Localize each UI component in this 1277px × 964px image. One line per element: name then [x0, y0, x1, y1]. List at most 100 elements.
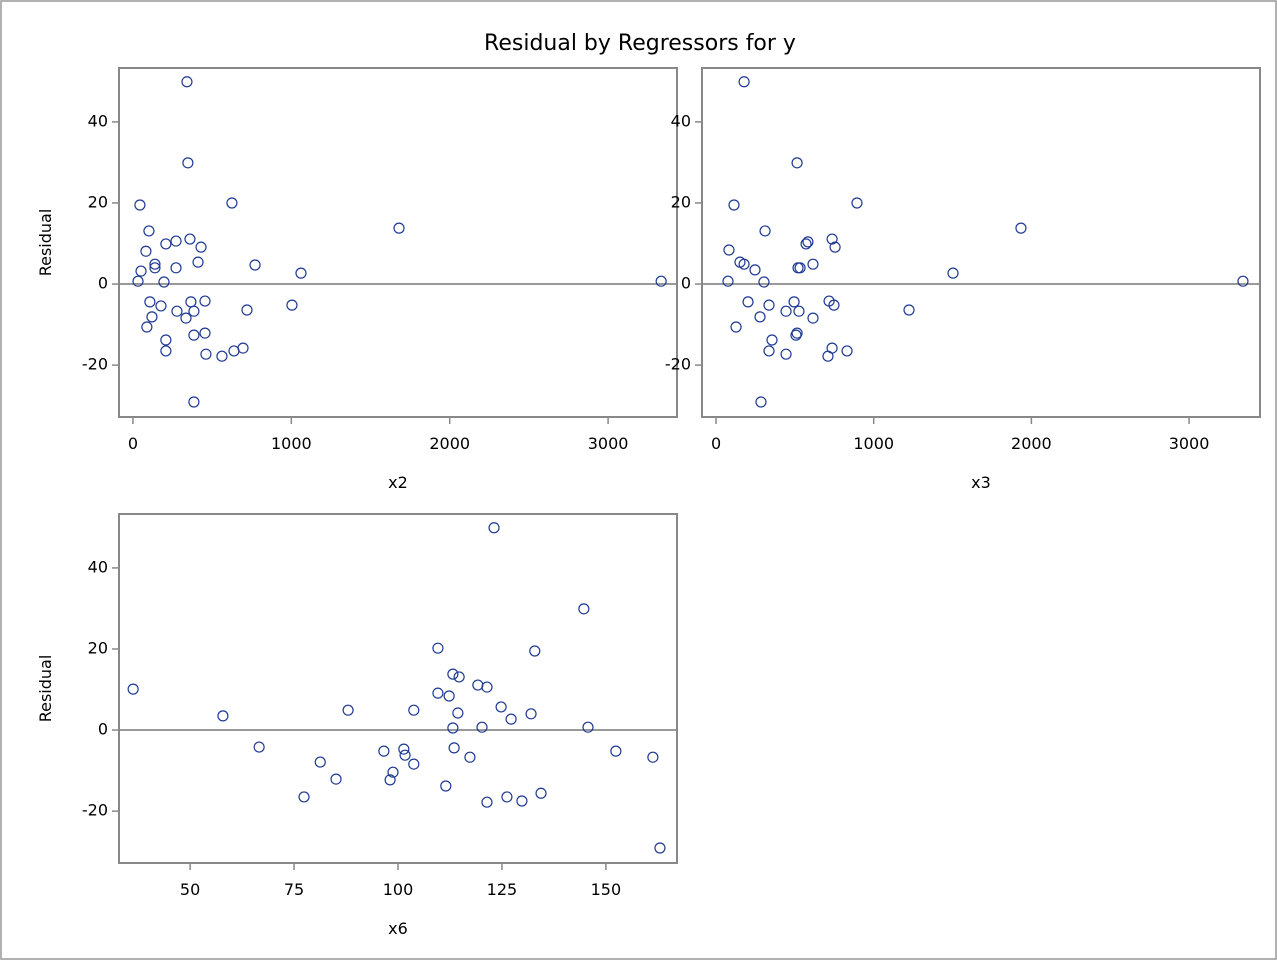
point — [188, 396, 200, 408]
point — [399, 749, 411, 761]
point — [476, 721, 488, 733]
point — [464, 751, 476, 763]
point — [144, 296, 156, 308]
x-tick-label: 75 — [284, 880, 304, 899]
point — [791, 327, 803, 339]
point — [448, 742, 460, 754]
x-tick-label: 1000 — [271, 434, 312, 453]
point — [408, 704, 420, 716]
point — [195, 241, 207, 253]
point — [286, 299, 298, 311]
point — [790, 329, 802, 341]
x-tick-label: 2000 — [429, 434, 470, 453]
point — [826, 233, 838, 245]
point — [217, 710, 229, 722]
point — [127, 683, 139, 695]
point — [829, 241, 841, 253]
point — [481, 796, 493, 808]
y-axis-label: Residual — [36, 209, 55, 277]
point — [378, 745, 390, 757]
point — [655, 275, 667, 287]
point — [237, 342, 249, 354]
point — [149, 258, 161, 270]
y-tick-label: 20 — [88, 192, 108, 211]
x-axis-label: x2 — [388, 473, 408, 492]
point — [763, 299, 775, 311]
point — [188, 305, 200, 317]
x-tick-label: 3000 — [588, 434, 629, 453]
point — [516, 795, 528, 807]
y-axis-label: Residual — [36, 655, 55, 723]
y-tick-label: 20 — [88, 638, 108, 657]
y-tick-label: 0 — [98, 274, 108, 293]
point — [1015, 222, 1027, 234]
point — [160, 334, 172, 346]
point — [170, 262, 182, 274]
point — [495, 701, 507, 713]
point — [452, 707, 464, 719]
x-axis-label: x6 — [388, 919, 408, 938]
point — [180, 312, 192, 324]
point — [143, 225, 155, 237]
figure-title: Residual by Regressors for y — [484, 31, 796, 56]
point — [807, 312, 819, 324]
point — [432, 642, 444, 654]
point — [160, 345, 172, 357]
point — [851, 197, 863, 209]
point — [447, 722, 459, 734]
point — [841, 345, 853, 357]
point — [763, 345, 775, 357]
point — [253, 741, 265, 753]
point — [158, 276, 170, 288]
point — [199, 327, 211, 339]
plot-frame — [118, 513, 678, 864]
point — [723, 244, 735, 256]
point — [408, 758, 420, 770]
point — [295, 267, 307, 279]
point — [742, 296, 754, 308]
point — [610, 745, 622, 757]
point — [298, 791, 310, 803]
point — [181, 76, 193, 88]
plot-frame — [118, 67, 678, 418]
x-tick-label: 0 — [711, 434, 721, 453]
point — [171, 305, 183, 317]
point — [654, 842, 666, 854]
point — [393, 222, 405, 234]
point — [749, 264, 761, 276]
point — [141, 321, 153, 333]
point — [791, 157, 803, 169]
point — [481, 681, 493, 693]
point — [453, 671, 465, 683]
point — [780, 305, 792, 317]
y-tick-label: 40 — [88, 111, 108, 130]
point — [529, 645, 541, 657]
point — [226, 197, 238, 209]
point — [828, 299, 840, 311]
y-tick-label: -20 — [82, 355, 108, 374]
point — [241, 304, 253, 316]
point — [807, 258, 819, 270]
point — [755, 396, 767, 408]
point — [578, 603, 590, 615]
x-tick-label: 3000 — [1169, 434, 1210, 453]
point — [903, 304, 915, 316]
point — [488, 522, 500, 534]
point — [132, 275, 144, 287]
point — [947, 267, 959, 279]
point — [135, 265, 147, 277]
point — [788, 296, 800, 308]
point — [140, 245, 152, 257]
point — [800, 238, 812, 250]
point — [754, 311, 766, 323]
point — [188, 329, 200, 341]
point — [793, 305, 805, 317]
point — [501, 791, 513, 803]
x-tick-label: 100 — [383, 880, 414, 899]
point — [722, 275, 734, 287]
y-tick-label: -20 — [665, 355, 691, 374]
point — [780, 348, 792, 360]
point — [443, 690, 455, 702]
y-tick-label: -20 — [82, 801, 108, 820]
